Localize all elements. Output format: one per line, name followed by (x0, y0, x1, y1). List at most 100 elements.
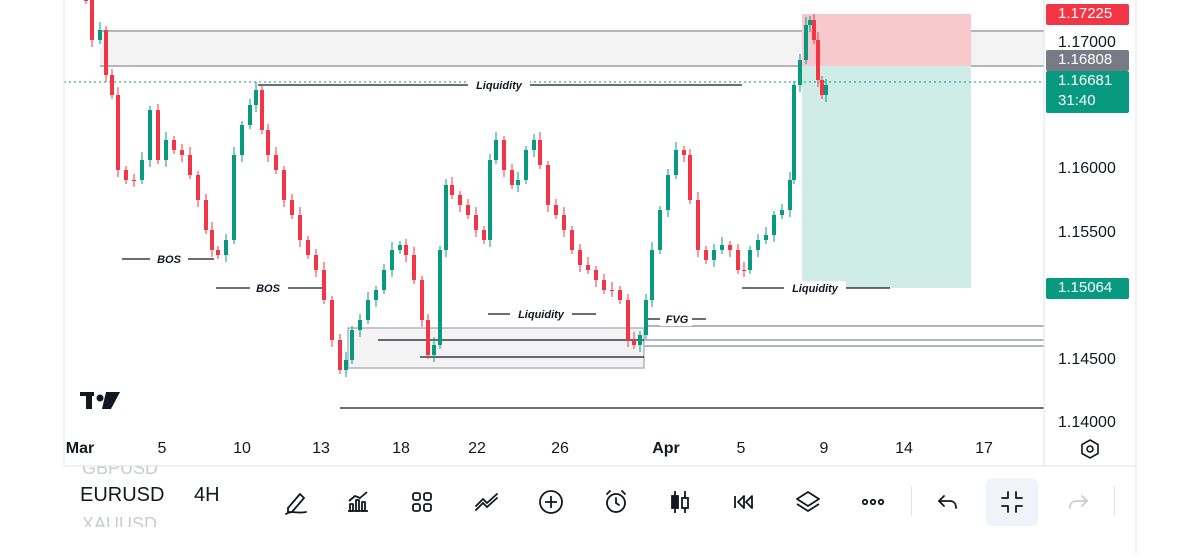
price-label-3: 1.15500 (1058, 224, 1116, 241)
candle-body (274, 155, 278, 170)
candle-body (350, 330, 354, 360)
candle-body (798, 60, 802, 85)
chart-bars-icon (348, 491, 368, 512)
undo-icon (938, 495, 957, 509)
candle-body (570, 230, 574, 250)
indicators-button[interactable] (332, 478, 384, 526)
entry-price-tag: 1.16808 (1046, 50, 1129, 71)
symbol-prev[interactable]: GBPUSD (82, 458, 159, 478)
candle-body (412, 255, 416, 280)
candle-body (450, 185, 454, 195)
candle-body (682, 150, 686, 155)
candle-body (382, 270, 386, 290)
candle-body (748, 250, 752, 270)
candle-body (132, 180, 136, 181)
date-label-apr-5: 5 (736, 440, 746, 457)
layers-button[interactable] (782, 478, 834, 526)
grid-icon (412, 492, 432, 512)
date-label-26: 26 (551, 440, 569, 457)
alert-button[interactable] (590, 478, 642, 526)
candle-body (390, 250, 394, 270)
more-button[interactable] (847, 478, 899, 526)
interval-selector[interactable]: 4H (194, 484, 220, 506)
candle-body (808, 20, 812, 25)
candle-body (720, 245, 724, 250)
candle-body (816, 40, 820, 80)
candle-body (188, 155, 192, 175)
candle-body (110, 75, 114, 95)
candle-body (90, 0, 94, 40)
symbol-next[interactable]: XAUUSD (82, 514, 158, 534)
candle-body (728, 245, 732, 250)
candle-body (232, 155, 236, 240)
candle-body (426, 320, 430, 355)
trend-line-button[interactable] (461, 478, 513, 526)
bar-countdown: 31:40 (1058, 92, 1096, 109)
fullscreen-exit-button[interactable] (986, 478, 1038, 526)
toolbar-separator-right (1114, 486, 1115, 516)
symbol-selector[interactable]: EURUSD (80, 484, 165, 506)
candle-body (586, 265, 590, 270)
price-label-5: 1.14000 (1058, 414, 1116, 431)
add-button[interactable] (525, 478, 577, 526)
candle-body (172, 140, 176, 150)
undo-button[interactable] (922, 478, 974, 526)
candle-body (804, 25, 808, 60)
candle-body (602, 280, 606, 290)
candle-body (420, 280, 424, 320)
plus-circle-icon (539, 490, 563, 514)
chart-settings-icon[interactable] (1081, 439, 1099, 459)
candle-body (788, 180, 792, 210)
date-label-13: 13 (312, 440, 330, 457)
candle-body (254, 90, 258, 105)
candle-body (444, 185, 448, 250)
candle-body (820, 80, 824, 95)
date-label-5: 5 (157, 440, 167, 457)
redo-button[interactable] (1052, 478, 1104, 526)
toolbar-separator (911, 486, 912, 516)
bar-style-button[interactable] (654, 478, 706, 526)
replay-button[interactable] (718, 478, 770, 526)
candle-body (538, 140, 542, 165)
candle-body (824, 85, 828, 95)
candle-body (298, 215, 302, 240)
alarm-clock-icon (606, 490, 626, 513)
candle-body (510, 170, 514, 185)
date-label-18: 18 (392, 440, 410, 457)
date-label-14: 14 (895, 440, 913, 457)
candle-body (466, 205, 470, 215)
candle-body (84, 0, 88, 1)
candle-body (696, 200, 700, 250)
date-label-17: 17 (975, 440, 993, 457)
collapse-icon (1001, 491, 1023, 513)
candle-body (532, 140, 536, 150)
layouts-button[interactable] (396, 478, 448, 526)
candle-body (712, 250, 716, 260)
candle-body (610, 290, 614, 291)
candle-body (688, 155, 692, 200)
fvg-label: FVG (666, 314, 689, 326)
candle-body (338, 340, 342, 370)
candle-body (578, 250, 582, 265)
candle-body (156, 110, 160, 160)
candle-body (266, 130, 270, 155)
demand-zone-1 (347, 327, 645, 369)
candle-body (756, 240, 760, 250)
candle-body (374, 290, 378, 300)
bos-1-label: BOS (157, 254, 182, 266)
candles-icon (671, 491, 689, 513)
candle-body (638, 335, 642, 345)
candle-body (736, 250, 740, 270)
rewind-icon (734, 495, 753, 509)
target-price-tag: 1.15064 (1046, 278, 1129, 299)
liquidity-top-label: Liquidity (476, 80, 523, 92)
candle-body (772, 215, 776, 235)
bos-2-label: BOS (256, 283, 281, 295)
trend-icon (475, 493, 498, 511)
candle-body (516, 180, 520, 185)
candle-body (632, 340, 636, 345)
drawing-tool-button[interactable] (270, 478, 322, 526)
candle-body (116, 95, 120, 170)
